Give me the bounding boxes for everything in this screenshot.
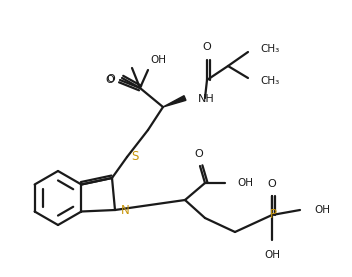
- Text: OH: OH: [150, 55, 166, 65]
- Text: O: O: [105, 75, 114, 85]
- Text: O: O: [195, 149, 203, 159]
- Text: NH: NH: [198, 94, 215, 104]
- Polygon shape: [163, 96, 186, 107]
- Text: OH: OH: [264, 250, 280, 260]
- Text: CH₃: CH₃: [260, 76, 279, 86]
- Text: CH₃: CH₃: [260, 44, 279, 54]
- Text: O: O: [203, 42, 211, 52]
- Text: OH: OH: [237, 178, 253, 188]
- Text: OH: OH: [314, 205, 330, 215]
- Text: O: O: [106, 74, 115, 84]
- Text: N: N: [121, 204, 130, 217]
- Text: P: P: [270, 209, 277, 222]
- Text: S: S: [131, 150, 138, 163]
- Text: O: O: [268, 179, 276, 189]
